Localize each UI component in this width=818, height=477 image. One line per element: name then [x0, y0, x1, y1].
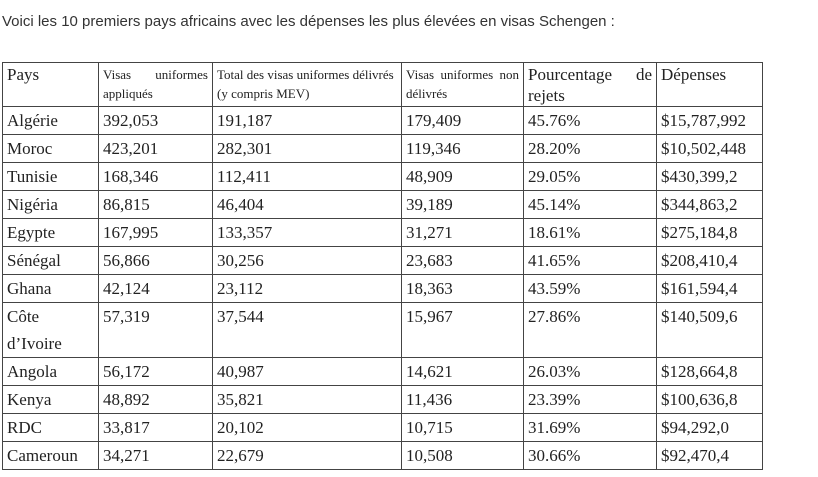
visas-issued-cell: 37,544 — [212, 302, 402, 358]
rejection-rate-cell: 28.20% — [523, 134, 657, 163]
table-header-row: Pays Visas uniformes appliqués Total des… — [2, 62, 763, 107]
table-row: Moroc 423,201 282,301 119,346 28.20% $10,502,… — [2, 134, 763, 163]
rejection-rate-cell: 27.86% — [523, 302, 657, 358]
rejection-rate-cell: 41.65% — [523, 246, 657, 275]
visas-not-issued-cell: 179,409 — [401, 106, 524, 135]
spending-cell: $94,292,0 — [656, 413, 763, 442]
visas-not-issued-cell: 10,508 — [401, 441, 524, 470]
visas-issued-cell: 23,112 — [212, 274, 402, 303]
spending-cell: $161,594,4 — [656, 274, 763, 303]
column-header-pourcentage-rejets: Pourcentage de rejets — [523, 62, 657, 107]
visas-applied-cell: 392,053 — [98, 106, 213, 135]
column-header-visas-non-delivres: Visas uniformes non délivrés — [401, 62, 524, 107]
visas-applied-cell: 86,815 — [98, 190, 213, 219]
table-body: Algérie 392,053 191,187 179,409 45.76% $15,78… — [2, 106, 763, 470]
spending-cell: $15,787,992 — [656, 106, 763, 135]
visas-not-issued-cell: 15,967 — [401, 302, 524, 358]
visas-not-issued-cell: 39,189 — [401, 190, 524, 219]
column-header-pays: Pays — [2, 62, 99, 107]
spending-cell: $140,509,6 — [656, 302, 763, 358]
visas-applied-cell: 34,271 — [98, 441, 213, 470]
rejection-rate-cell: 18.61% — [523, 218, 657, 247]
visas-not-issued-cell: 11,436 — [401, 385, 524, 414]
table-row: Tunisie 168,346 112,411 48,909 29.05% $430,39… — [2, 162, 763, 191]
table-row: Côte d’Ivoire 57,319 37,544 15,967 27.86% $14… — [2, 302, 763, 358]
visas-not-issued-cell: 18,363 — [401, 274, 524, 303]
rejection-rate-cell: 31.69% — [523, 413, 657, 442]
visas-applied-cell: 33,817 — [98, 413, 213, 442]
spending-cell: $128,664,8 — [656, 357, 763, 386]
visas-not-issued-cell: 119,346 — [401, 134, 524, 163]
visas-applied-cell: 423,201 — [98, 134, 213, 163]
rejection-rate-cell: 43.59% — [523, 274, 657, 303]
spending-cell: $92,470,4 — [656, 441, 763, 470]
rejection-rate-cell: 26.03% — [523, 357, 657, 386]
visas-issued-cell: 133,357 — [212, 218, 402, 247]
rejection-rate-cell: 45.76% — [523, 106, 657, 135]
visas-not-issued-cell: 31,271 — [401, 218, 524, 247]
table-row: Cameroun 34,271 22,679 10,508 30.66% $92,470,… — [2, 441, 763, 470]
rejection-rate-cell: 23.39% — [523, 385, 657, 414]
visas-issued-cell: 40,987 — [212, 357, 402, 386]
country-cell: Algérie — [2, 106, 99, 135]
table-row: Egypte 167,995 133,357 31,271 18.61% $275,184… — [2, 218, 763, 247]
country-cell: Moroc — [2, 134, 99, 163]
visas-issued-cell: 46,404 — [212, 190, 402, 219]
spending-cell: $344,863,2 — [656, 190, 763, 219]
country-cell: Sénégal — [2, 246, 99, 275]
table-row: Nigéria 86,815 46,404 39,189 45.14% $344,863,… — [2, 190, 763, 219]
intro-text: Voici les 10 premiers pays africains ave… — [2, 13, 615, 30]
visas-applied-cell: 167,995 — [98, 218, 213, 247]
rejection-rate-cell: 45.14% — [523, 190, 657, 219]
table-row: Algérie 392,053 191,187 179,409 45.76% $15,78… — [2, 106, 763, 135]
column-header-depenses: Dépenses — [656, 62, 763, 107]
visas-not-issued-cell: 14,621 — [401, 357, 524, 386]
table-row: Sénégal 56,866 30,256 23,683 41.65% $208,410,… — [2, 246, 763, 275]
visas-applied-cell: 56,866 — [98, 246, 213, 275]
spending-cell: $430,399,2 — [656, 162, 763, 191]
visas-not-issued-cell: 48,909 — [401, 162, 524, 191]
country-cell: Kenya — [2, 385, 99, 414]
visas-applied-cell: 42,124 — [98, 274, 213, 303]
spending-cell: $275,184,8 — [656, 218, 763, 247]
table-row: Ghana 42,124 23,112 18,363 43.59% $161,594,4 — [2, 274, 763, 303]
column-header-visas-appliques: Visas uniformes appliqués — [98, 62, 213, 107]
visas-issued-cell: 282,301 — [212, 134, 402, 163]
country-cell: Angola — [2, 357, 99, 386]
visas-not-issued-cell: 23,683 — [401, 246, 524, 275]
rejection-rate-cell: 30.66% — [523, 441, 657, 470]
schengen-visa-table: Pays Visas uniformes appliqués Total des… — [2, 62, 763, 470]
table-row: RDC 33,817 20,102 10,715 31.69% $94,292,0 — [2, 413, 763, 442]
visas-issued-cell: 35,821 — [212, 385, 402, 414]
visas-applied-cell: 168,346 — [98, 162, 213, 191]
rejection-rate-cell: 29.05% — [523, 162, 657, 191]
country-cell: Ghana — [2, 274, 99, 303]
country-cell: Tunisie — [2, 162, 99, 191]
country-cell: Egypte — [2, 218, 99, 247]
column-header-visas-delivres: Total des visas uniformes délivrés (y co… — [212, 62, 402, 107]
country-cell: Cameroun — [2, 441, 99, 470]
visas-applied-cell: 48,892 — [98, 385, 213, 414]
country-cell: RDC — [2, 413, 99, 442]
visas-issued-cell: 30,256 — [212, 246, 402, 275]
table-row: Kenya 48,892 35,821 11,436 23.39% $100,636,8 — [2, 385, 763, 414]
visas-issued-cell: 20,102 — [212, 413, 402, 442]
spending-cell: $10,502,448 — [656, 134, 763, 163]
visas-not-issued-cell: 10,715 — [401, 413, 524, 442]
country-cell: Nigéria — [2, 190, 99, 219]
country-cell: Côte d’Ivoire — [2, 302, 99, 358]
visas-issued-cell: 112,411 — [212, 162, 402, 191]
spending-cell: $100,636,8 — [656, 385, 763, 414]
visas-applied-cell: 57,319 — [98, 302, 213, 358]
spending-cell: $208,410,4 — [656, 246, 763, 275]
visas-applied-cell: 56,172 — [98, 357, 213, 386]
visas-issued-cell: 191,187 — [212, 106, 402, 135]
table-row: Angola 56,172 40,987 14,621 26.03% $128,664,8 — [2, 357, 763, 386]
visas-issued-cell: 22,679 — [212, 441, 402, 470]
